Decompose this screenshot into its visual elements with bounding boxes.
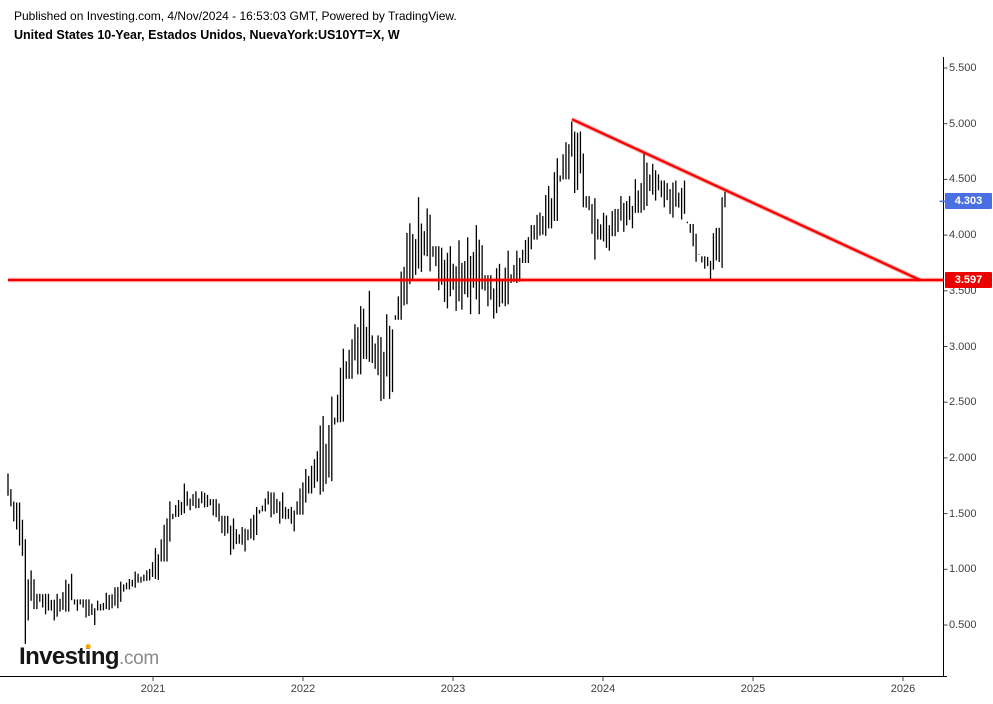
logo-dotted-i: i — [84, 643, 92, 670]
x-axis-label: 2026 — [890, 683, 916, 695]
y-axis-label: 1.000 — [949, 563, 977, 576]
investing-logo: Investing .com — [19, 643, 159, 671]
x-axis-label: 2025 — [740, 683, 766, 695]
y-axis-label: 4.000 — [949, 229, 977, 242]
y-axis-label: 1.500 — [949, 507, 977, 520]
y-axis-label: 4.500 — [949, 173, 977, 186]
x-axis-label: 2021 — [140, 683, 166, 695]
y-axis-label: 5.000 — [949, 117, 977, 130]
publish-attribution-text: Published on Investing.com, 4/Nov/2024 -… — [14, 9, 457, 23]
logo-text: Investing — [19, 643, 120, 670]
logo-com-suffix: .com — [118, 648, 159, 669]
chart-title: United States 10-Year, Estados Unidos, N… — [14, 28, 400, 42]
x-axis-label: 2022 — [290, 683, 316, 695]
x-axis-label: 2023 — [440, 683, 466, 695]
support-level-badge: 3.597 — [945, 271, 992, 288]
y-axis-label: 2.000 — [949, 451, 977, 464]
y-axis-label: 3.000 — [949, 340, 977, 353]
y-axis-label: 5.500 — [949, 62, 977, 74]
price-bars — [7, 121, 726, 644]
y-axis-label: 2.500 — [949, 396, 977, 409]
last-price-badge: 4.303 — [945, 193, 992, 210]
axes — [0, 57, 948, 681]
y-axis-label: 0.500 — [949, 619, 977, 631]
resistance-trendline — [571, 117, 921, 283]
x-axis-label: 2024 — [590, 683, 616, 695]
